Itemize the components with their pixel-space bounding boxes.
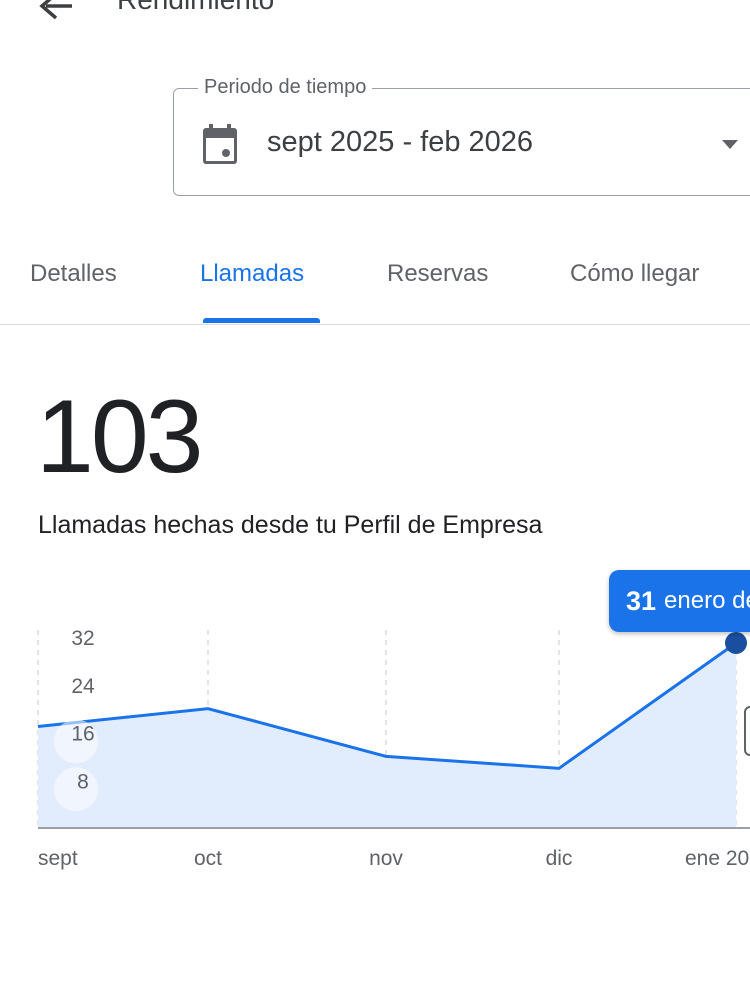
chart-control[interactable] xyxy=(744,706,750,756)
tab-detalles[interactable]: Detalles xyxy=(30,260,117,287)
active-tab-indicator xyxy=(203,318,320,323)
x-tick-label: ene 20 xyxy=(685,847,749,870)
y-tick-label: 32 xyxy=(71,627,94,650)
y-tick-label: 24 xyxy=(71,675,95,698)
tab-llamadas[interactable]: Llamadas xyxy=(200,260,305,287)
y-tick-label: 16 xyxy=(71,723,94,746)
tooltip-label: enero de xyxy=(664,587,750,614)
x-tick-label: sept xyxy=(38,847,78,870)
period-label: Periodo de tiempo xyxy=(198,76,373,99)
x-tick-label: oct xyxy=(194,847,222,870)
y-tick-label: 8 xyxy=(77,770,89,793)
area-fill xyxy=(38,642,750,828)
page-title: Rendimiento xyxy=(117,0,274,16)
dropdown-caret-icon[interactable] xyxy=(722,140,738,149)
calendar-icon xyxy=(203,124,237,164)
tab-reservas[interactable]: Reservas xyxy=(387,260,489,287)
tabs-divider xyxy=(0,324,750,325)
period-select[interactable] xyxy=(173,88,750,196)
highlighted-point xyxy=(725,631,747,654)
tab-como-llegar[interactable]: Cómo llegar xyxy=(570,260,700,287)
calls-chart: 8 16 24 32 sept oct nov dic ene 20 xyxy=(37,627,750,870)
series-line xyxy=(37,641,737,770)
back-arrow-icon[interactable] xyxy=(36,0,76,20)
tick-bubble xyxy=(54,767,98,812)
x-tick-label: dic xyxy=(546,847,573,870)
x-tick-label: nov xyxy=(369,847,403,870)
tick-bubble xyxy=(54,719,98,764)
metric-description: Llamadas hechas desde tu Perfil de Empre… xyxy=(38,511,543,539)
chart-tooltip: 31 enero de xyxy=(609,570,750,632)
period-value: sept 2025 - feb 2026 xyxy=(267,126,534,158)
tooltip-value: 31 xyxy=(626,585,657,616)
metric-value: 103 xyxy=(36,379,204,495)
